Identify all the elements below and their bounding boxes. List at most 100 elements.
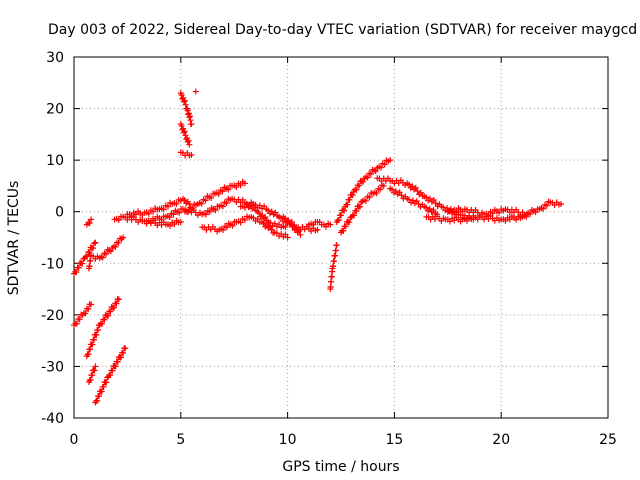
y-tick-label: -40 bbox=[41, 411, 64, 427]
data-point-interp bbox=[464, 217, 471, 224]
data-point-interp bbox=[362, 197, 369, 204]
data-point-interp bbox=[103, 250, 110, 257]
series-arc-t bbox=[318, 220, 334, 230]
data-point-interp bbox=[115, 239, 122, 246]
data-point-interp bbox=[250, 214, 257, 221]
data-point-interp bbox=[158, 216, 165, 223]
data-point-interp bbox=[485, 212, 492, 219]
series-arc-l bbox=[177, 149, 195, 159]
data-point-interp bbox=[202, 197, 209, 204]
data-point-interp bbox=[417, 189, 424, 196]
data-point-interp bbox=[132, 211, 139, 218]
series-arc-i bbox=[124, 195, 193, 219]
data-point-interp bbox=[426, 205, 433, 212]
data-point-interp bbox=[344, 201, 351, 208]
data-point bbox=[327, 221, 334, 228]
data-point-interp bbox=[389, 186, 396, 193]
data-point-interp bbox=[356, 182, 363, 189]
x-axis-label: GPS time / hours bbox=[282, 459, 399, 475]
data-point-interp bbox=[112, 363, 119, 370]
series-arc-y bbox=[387, 185, 441, 218]
series-arc-d bbox=[85, 363, 99, 385]
data-point-interp bbox=[99, 254, 106, 261]
data-point-interp bbox=[73, 320, 80, 327]
data-point bbox=[88, 216, 95, 223]
data-point-interp bbox=[364, 174, 371, 181]
series-arc-m bbox=[192, 88, 199, 95]
chart-title: Day 003 of 2022, Sidereal Day-to-day VTE… bbox=[48, 22, 637, 38]
data-point-interp bbox=[91, 367, 98, 374]
data-point-interp bbox=[105, 312, 112, 319]
data-point bbox=[92, 363, 99, 370]
data-point-interp bbox=[223, 200, 230, 207]
series-arc-e bbox=[92, 345, 129, 406]
data-point-interp bbox=[219, 188, 226, 195]
y-tick-label: -20 bbox=[41, 308, 64, 324]
data-point-interp bbox=[295, 228, 302, 235]
data-point bbox=[115, 296, 122, 303]
data-point-interp bbox=[87, 377, 94, 384]
data-point-interp bbox=[405, 181, 412, 188]
data-point-interp bbox=[145, 210, 152, 217]
data-point-interp bbox=[268, 226, 275, 233]
data-point-interp bbox=[262, 214, 269, 221]
data-points bbox=[71, 88, 565, 406]
data-point-interp bbox=[176, 209, 183, 216]
data-point bbox=[558, 200, 565, 207]
data-point-interp bbox=[152, 217, 159, 224]
series-arc-o bbox=[182, 178, 248, 215]
data-point-interp bbox=[113, 300, 120, 307]
x-tick-label: 0 bbox=[70, 432, 79, 448]
data-point-interp bbox=[86, 249, 93, 256]
data-point-interp bbox=[100, 383, 107, 390]
data-point-interp bbox=[120, 349, 127, 356]
data-point-interp bbox=[87, 346, 94, 353]
data-point-interp bbox=[430, 207, 437, 214]
series-arc-ab bbox=[536, 198, 565, 213]
data-point-interp bbox=[237, 219, 244, 226]
data-point bbox=[122, 345, 129, 352]
data-point-interp bbox=[189, 205, 196, 212]
data-point-interp bbox=[166, 214, 173, 221]
data-point-interp bbox=[468, 216, 475, 223]
series-arc-p bbox=[199, 213, 291, 241]
data-point-interp bbox=[109, 367, 116, 374]
x-tick-label: 20 bbox=[492, 432, 510, 448]
series-arc-c bbox=[83, 295, 122, 360]
data-point-interp bbox=[91, 336, 98, 343]
data-point-interp bbox=[351, 212, 358, 219]
data-point bbox=[188, 151, 195, 158]
data-point-interp bbox=[73, 269, 80, 276]
data-point-interp bbox=[449, 210, 456, 217]
data-point-interp bbox=[233, 184, 240, 191]
data-point-interp bbox=[260, 220, 267, 227]
data-point-interp bbox=[356, 203, 363, 210]
series-arc-g bbox=[83, 216, 95, 228]
plot-frame bbox=[73, 56, 609, 419]
data-point-interp bbox=[85, 351, 92, 358]
data-point-interp bbox=[173, 200, 180, 207]
data-point-interp bbox=[489, 210, 496, 217]
data-point-interp bbox=[114, 358, 121, 365]
data-point-interp bbox=[167, 222, 174, 229]
data-point-interp bbox=[513, 216, 520, 223]
data-point-interp bbox=[164, 203, 171, 210]
data-point-interp bbox=[398, 192, 405, 199]
data-point-interp bbox=[89, 341, 96, 348]
data-point-interp bbox=[328, 273, 335, 280]
data-point bbox=[380, 182, 387, 189]
data-point-interp bbox=[346, 196, 353, 203]
data-point-interp bbox=[86, 263, 93, 270]
y-tick-label: -10 bbox=[41, 256, 64, 272]
data-point-interp bbox=[111, 304, 118, 311]
data-point-interp bbox=[79, 260, 86, 267]
data-point-interp bbox=[181, 128, 188, 135]
data-point bbox=[284, 234, 291, 241]
data-point-interp bbox=[147, 219, 154, 226]
data-point-interp bbox=[87, 257, 94, 264]
data-point-interp bbox=[206, 208, 213, 215]
data-point-interp bbox=[171, 221, 178, 228]
series-arc-w bbox=[338, 182, 387, 236]
data-point-interp bbox=[366, 194, 373, 201]
data-point-interp bbox=[423, 204, 430, 211]
